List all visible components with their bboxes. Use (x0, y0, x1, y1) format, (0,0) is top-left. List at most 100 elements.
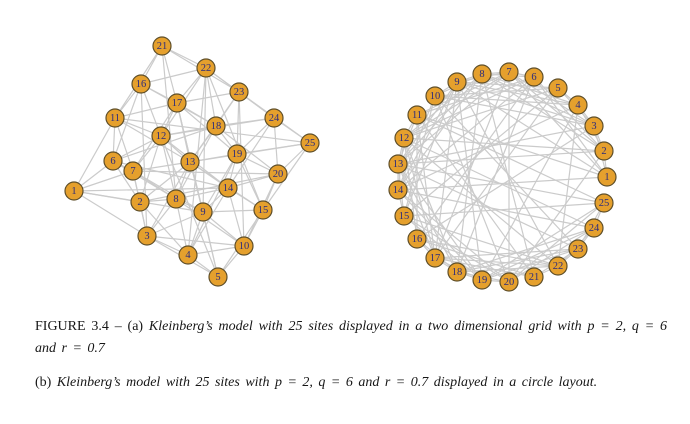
graph-edge (456, 265, 559, 273)
graph-edge (416, 76, 535, 116)
graph-node-label: 23 (573, 244, 584, 255)
figure-caption: FIGURE 3.4 – (a) Kleinberg’s model with … (35, 316, 667, 407)
graph-edge (456, 81, 483, 281)
graph-edge (456, 81, 559, 89)
graph-node-label: 10 (239, 241, 250, 252)
graph-node-label: 24 (589, 223, 600, 234)
graph-edge (236, 91, 240, 155)
graph-edge (397, 73, 483, 191)
graph-node-10 (234, 236, 254, 256)
graph-edge (508, 202, 605, 283)
graph-node-label: 15 (258, 205, 269, 216)
graph-edge (456, 81, 608, 178)
graph-edge (202, 209, 264, 213)
graph-edge (403, 215, 510, 283)
graph-edge (508, 71, 595, 127)
graph-edge (397, 95, 436, 191)
graph-node-22 (548, 256, 568, 276)
graph-edge (73, 117, 116, 192)
graph-edge (403, 137, 605, 152)
graph-node-label: 23 (234, 87, 245, 98)
graph-edge (456, 76, 535, 273)
graph-node-label: 25 (305, 138, 316, 149)
graph-node-24 (264, 108, 284, 128)
graph-edge (187, 187, 229, 256)
graph-node-20 (268, 164, 288, 184)
graph-node-1 (597, 167, 617, 187)
graph-node-22 (196, 58, 216, 78)
graph-node-label: 9 (454, 77, 459, 88)
graph-node-25 (300, 133, 320, 153)
graph-edge (132, 161, 191, 172)
caption-part-b: (b) Kleinberg’s model with 25 sites with… (35, 372, 667, 394)
graph-edge (533, 76, 608, 178)
caption-part-b-text: Kleinberg’s model with 25 sites with p =… (56, 375, 598, 391)
graph-edge (434, 257, 535, 278)
graph-node-4 (178, 245, 198, 265)
graph-node-23 (229, 82, 249, 102)
graph-edge (456, 248, 579, 273)
graph-edge (187, 153, 238, 256)
graph-edge (161, 45, 177, 200)
graph-node-2 (594, 141, 614, 161)
graph-edge (205, 67, 217, 127)
graph-node-6 (524, 67, 544, 87)
graph-node-label: 20 (273, 169, 284, 180)
graph-edge (403, 202, 605, 217)
graph-node-label: 6 (110, 156, 115, 167)
graph-edge (403, 76, 535, 139)
graph-edge (508, 71, 608, 178)
caption-part-b-tag: (b) (35, 375, 52, 391)
graph-node-8 (472, 64, 492, 84)
graph-edge (238, 91, 245, 247)
graph-edge (397, 71, 510, 165)
graph-node-11 (407, 105, 427, 125)
graph-edge (416, 114, 605, 204)
graph-node-2 (130, 192, 150, 212)
graph-edge (215, 125, 279, 175)
graph-node-19 (472, 270, 492, 290)
graph-edge (403, 71, 510, 139)
graph-node-7 (499, 62, 519, 82)
graph-node-label: 16 (412, 234, 423, 245)
graph-node-label: 11 (412, 110, 422, 121)
graph-edge (73, 170, 134, 192)
figure-label: FIGURE 3.4 (35, 319, 109, 334)
graph-edge (227, 117, 275, 189)
graph-node-label: 9 (200, 207, 205, 218)
graph-node-5 (548, 78, 568, 98)
graph-edge (73, 190, 148, 237)
graph-edge (434, 71, 510, 259)
graph-edge (132, 170, 279, 175)
graph-edge (481, 248, 579, 281)
graph-edge (481, 73, 579, 106)
graph-edge (397, 163, 605, 204)
graph-edge (434, 95, 595, 127)
graph-node-label: 18 (452, 267, 463, 278)
graph-edge (416, 114, 436, 259)
graph-node-label: 8 (173, 194, 178, 205)
graph-node-3 (137, 226, 157, 246)
graph-node-24 (584, 218, 604, 238)
graph-node-18 (447, 262, 467, 282)
graph-edge (481, 73, 605, 152)
graph-node-label: 21 (529, 272, 540, 283)
graph-node-label: 7 (130, 166, 135, 177)
graph-node-label: 19 (232, 149, 243, 160)
graph-node-11 (105, 108, 125, 128)
graph-edge (403, 215, 483, 281)
graph-edge (397, 189, 483, 281)
graph-edge (160, 135, 219, 278)
graph-edge (403, 137, 559, 267)
graph-node-12 (151, 126, 171, 146)
graph-edge (481, 104, 579, 281)
graph-node-13 (388, 154, 408, 174)
graph-node-label: 7 (506, 67, 511, 78)
graph-edge (397, 163, 436, 259)
graph-edge (434, 95, 579, 250)
graph-edge (397, 81, 458, 165)
graph-edge (205, 67, 264, 211)
graph-node-23 (568, 239, 588, 259)
graph-edge (403, 87, 559, 217)
